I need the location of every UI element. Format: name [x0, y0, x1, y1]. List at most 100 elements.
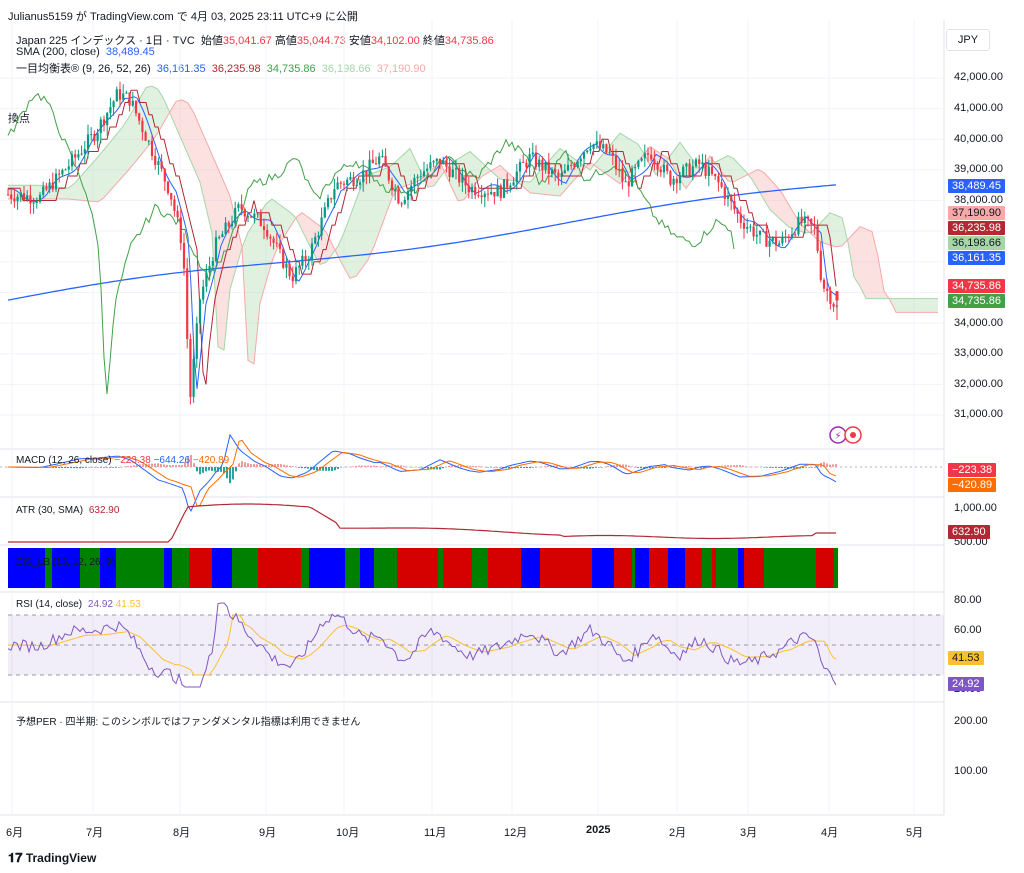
macd-histogram-bar	[214, 467, 216, 472]
macd-legend[interactable]: MACD (12, 26, close) −223.38 −644.26 −42…	[16, 455, 229, 466]
candle-body	[662, 164, 666, 173]
ohlc-low-value: 34,102.00	[370, 35, 420, 47]
candle-body	[416, 176, 419, 179]
candle-body	[618, 169, 621, 171]
macd-histogram-bar	[496, 467, 498, 468]
ohlc-close-label: 終値	[422, 35, 445, 47]
eis-bar	[685, 548, 702, 588]
candle-body	[589, 148, 592, 151]
macd-histogram-bar	[412, 466, 414, 468]
candle-body	[787, 236, 790, 239]
candlesticks	[6, 81, 839, 405]
candle-body	[70, 154, 74, 167]
footer-brand[interactable]: 𝟏𝟕 TradingView	[8, 850, 96, 866]
macd-histogram-bar	[586, 467, 588, 469]
candle-body	[32, 202, 35, 204]
candle-body	[765, 231, 768, 247]
cloud-segment	[860, 226, 866, 299]
ichimoku-legend[interactable]: 一目均衡表® (9, 26, 52, 26) 36,161.35 36,235.…	[16, 60, 426, 76]
candle-body	[333, 189, 336, 200]
cloud-segment	[476, 157, 482, 184]
price-axis-label: 34,000.00	[954, 317, 1003, 329]
candle-body	[19, 193, 22, 197]
macd-histogram-bar	[238, 463, 240, 467]
rsi-legend[interactable]: RSI (14, close) 24.92 41.53	[16, 599, 141, 610]
rsi-ma-value: 41.53	[115, 599, 141, 610]
macd-histogram-bar	[451, 465, 453, 467]
eis-bar	[702, 548, 712, 588]
cloud-segment	[248, 222, 254, 364]
macd-histogram-bar	[685, 466, 687, 467]
macd-histogram-bar	[211, 467, 213, 471]
eis-bar	[764, 548, 773, 588]
candle-body	[810, 218, 813, 224]
grid-lines	[0, 20, 944, 815]
time-axis-label: 10月	[336, 827, 360, 839]
candle-body	[214, 237, 218, 262]
candle-body	[218, 237, 221, 239]
cloud-segment	[536, 168, 542, 195]
candle-body	[243, 209, 246, 217]
macd-histogram-bar	[430, 467, 432, 470]
macd-histogram-bar	[163, 464, 165, 467]
macd-histogram-bar	[385, 465, 387, 467]
macd-histogram-bar	[361, 465, 363, 467]
atr-pane[interactable]	[8, 503, 836, 543]
macd-pane[interactable]	[0, 433, 944, 512]
macd-histogram-bar	[700, 467, 702, 469]
ichimoku-kijun-value: 36,235.98	[211, 63, 261, 75]
macd-histogram-bar	[52, 467, 54, 468]
cloud-segment	[530, 175, 536, 194]
atr-line	[8, 503, 836, 543]
eis-pane[interactable]	[8, 548, 838, 588]
macd-histogram-bar	[748, 466, 750, 468]
macd-histogram-bar	[244, 462, 246, 467]
eis-label[interactable]: EIS_LB (13, 12, 26, 9)	[16, 557, 115, 568]
candle-body	[413, 178, 416, 186]
candle-body	[512, 182, 515, 186]
candle-body	[330, 198, 333, 200]
candle-body	[422, 171, 426, 177]
macd-histogram-bar	[115, 467, 117, 468]
macd-histogram-bar	[289, 465, 291, 467]
macd-histogram-bar	[472, 465, 474, 467]
atr-tag: 632.90	[948, 525, 990, 539]
macd-histogram-bar	[508, 467, 510, 469]
sma-legend[interactable]: SMA (200, close) 38,489.45	[16, 46, 155, 58]
cloud-segment	[266, 198, 272, 283]
price-tag-kijun: 36,235.98	[948, 221, 1005, 235]
candle-body	[429, 162, 432, 169]
candle-body	[237, 204, 240, 209]
eis-bar	[438, 548, 443, 588]
cloud-segment	[668, 150, 674, 168]
candle-body	[726, 195, 730, 199]
cloud-segment	[224, 182, 230, 351]
currency-button[interactable]: JPY	[946, 29, 990, 51]
macd-histogram-bar	[568, 466, 570, 468]
candle-body	[800, 216, 803, 224]
macd-histogram-bar	[808, 467, 810, 468]
candle-body	[595, 141, 598, 145]
eis-bar	[255, 548, 258, 588]
cloud-segment	[500, 165, 506, 180]
candle-body	[730, 195, 733, 202]
candle-body	[659, 169, 662, 173]
price-tag-tenkan: 36,161.35	[948, 251, 1005, 265]
eis-bar	[116, 548, 134, 588]
cloud-segment	[92, 156, 98, 202]
ichimoku-label: 一目均衡表® (9, 26, 52, 26)	[16, 63, 151, 75]
candle-body	[550, 169, 554, 174]
candle-body	[458, 168, 461, 183]
atr-legend[interactable]: ATR (30, SMA) 632.90	[16, 505, 119, 516]
macd-histogram-bar	[280, 464, 282, 467]
symbol-legend: Japan 225 インデックス · 1日 · TVC 始値35,041.67 …	[16, 32, 494, 48]
macd-histogram-bar	[127, 466, 129, 467]
sma-label: SMA (200, close)	[16, 46, 100, 58]
cloud-segment	[776, 185, 782, 221]
macd-hist-tag: −223.38	[948, 463, 997, 477]
cloud-segment	[104, 142, 110, 198]
macd-histogram-bar	[307, 467, 309, 469]
macd-histogram-bar	[97, 467, 99, 468]
rsi-pane[interactable]	[7, 602, 944, 688]
